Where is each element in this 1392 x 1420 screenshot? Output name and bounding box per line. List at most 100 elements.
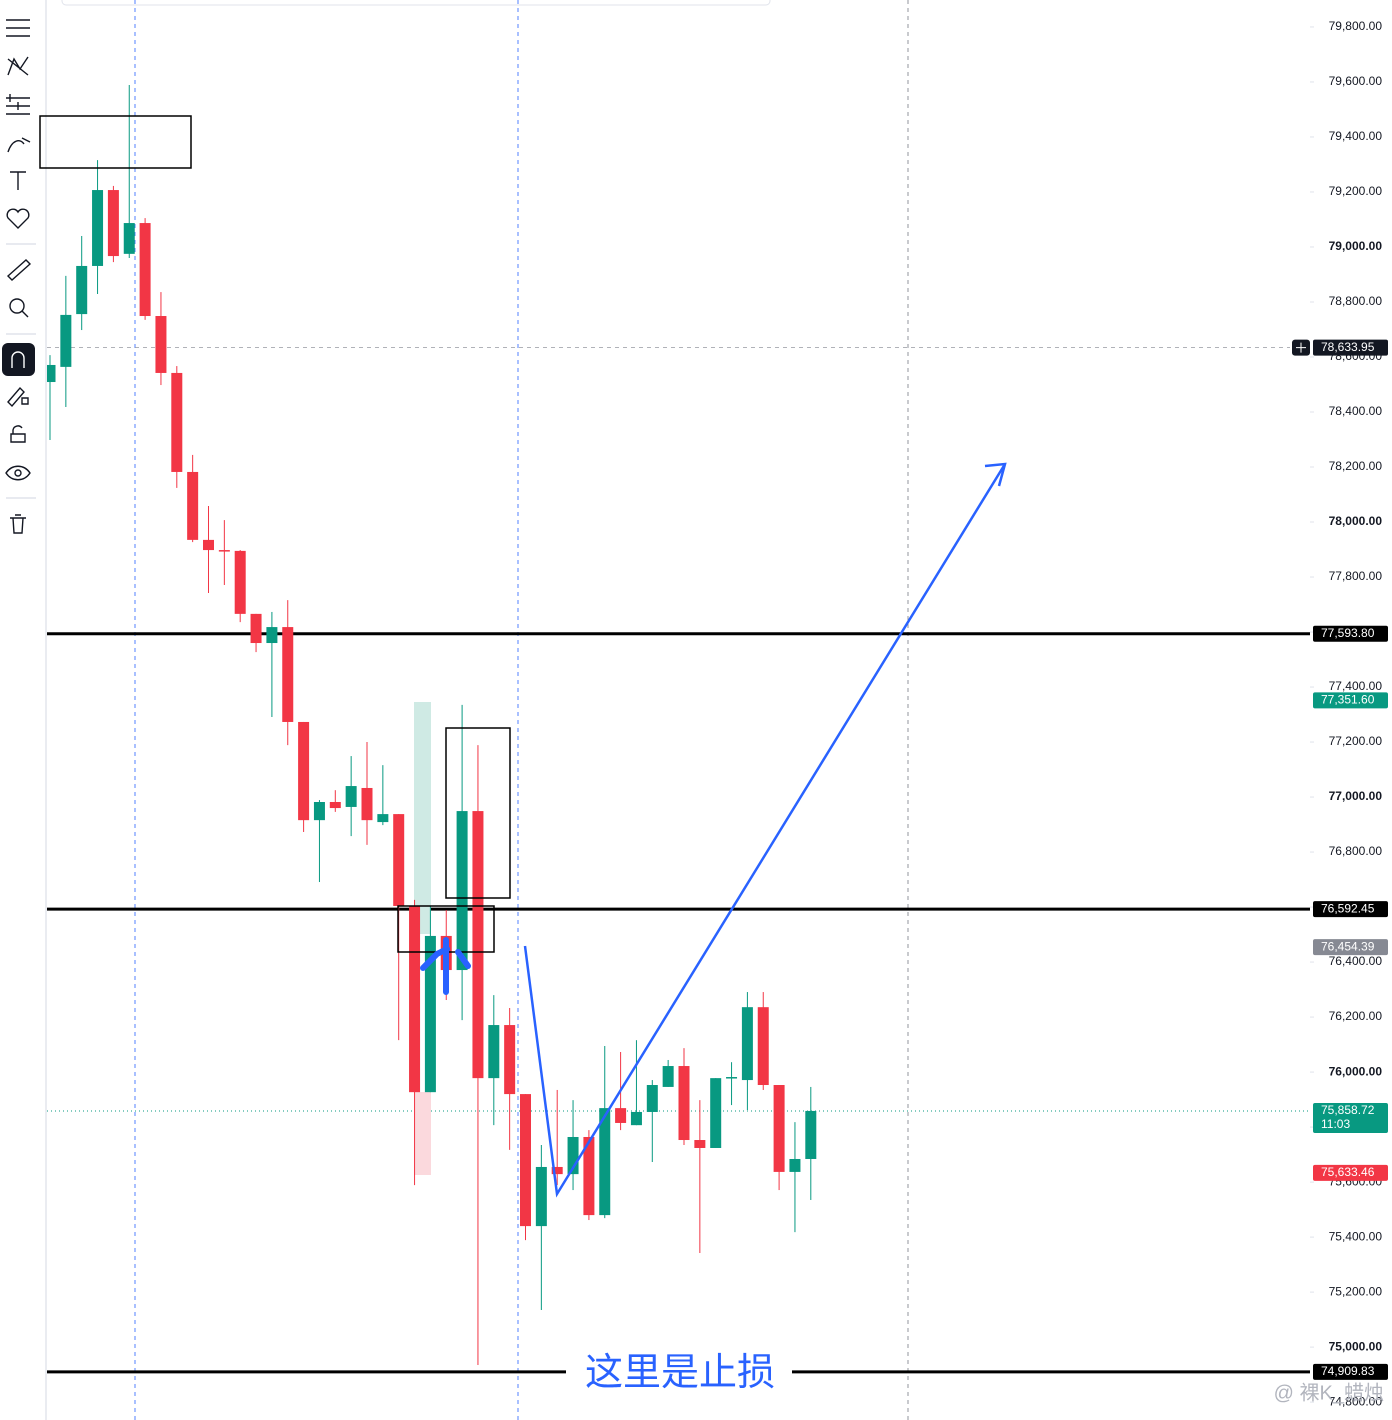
annotation-bg bbox=[566, 1350, 792, 1398]
y-tick-label: 76,000.00 bbox=[1329, 1064, 1383, 1078]
candle-body bbox=[773, 1085, 785, 1172]
price-label: 75,633.46 bbox=[1321, 1165, 1375, 1179]
y-tick-label: 78,800.00 bbox=[1329, 294, 1383, 308]
price-label-bg bbox=[1313, 692, 1388, 709]
y-tick-label: 79,600.00 bbox=[1329, 74, 1383, 88]
candle-body bbox=[203, 539, 214, 551]
y-tick-label: 77,800.00 bbox=[1329, 569, 1383, 583]
drawings bbox=[39, 115, 1007, 1198]
candle-body bbox=[741, 1007, 753, 1081]
candle-body bbox=[805, 1110, 817, 1159]
candle-body bbox=[535, 1166, 547, 1227]
candle-body bbox=[599, 1108, 611, 1216]
price-label-bg bbox=[1313, 939, 1388, 956]
candle-body bbox=[234, 550, 246, 614]
y-tick-label: 79,800.00 bbox=[1329, 19, 1383, 33]
price-label: 75,858.72 bbox=[1321, 1103, 1375, 1117]
tool-lock[interactable] bbox=[10, 425, 26, 443]
candle-body bbox=[630, 1111, 642, 1126]
tool-fib[interactable] bbox=[6, 94, 30, 115]
tool-pattern[interactable] bbox=[7, 56, 29, 76]
candle-body bbox=[726, 1077, 738, 1079]
candle-body bbox=[155, 316, 167, 373]
price-label-bg bbox=[1313, 339, 1388, 356]
candle-layer bbox=[47, 84, 817, 1365]
y-tick-label: 78,000.00 bbox=[1329, 514, 1383, 528]
candle-body bbox=[456, 811, 468, 971]
y-tick-label: 79,400.00 bbox=[1329, 129, 1383, 143]
candle-body bbox=[583, 1136, 595, 1216]
price-label-bg bbox=[1313, 1102, 1388, 1133]
price-label: 74,909.83 bbox=[1321, 1364, 1375, 1378]
top-panel bbox=[61, 0, 771, 6]
y-tick-label: 77,000.00 bbox=[1329, 789, 1383, 803]
candle-body bbox=[424, 935, 436, 1093]
y-tick-label: 77,200.00 bbox=[1329, 734, 1383, 748]
candle-body bbox=[504, 1025, 516, 1095]
tool-zoom[interactable] bbox=[9, 298, 25, 314]
y-tick-label: 76,200.00 bbox=[1329, 1009, 1383, 1023]
price-label-bg bbox=[1313, 1363, 1388, 1380]
candle-body bbox=[171, 372, 183, 472]
candle-body bbox=[710, 1078, 722, 1148]
y-tick-label: 78,200.00 bbox=[1329, 459, 1383, 473]
label-layer: 78,633.95 77,593.80 77,351.60 76,592.45 76,4… bbox=[1292, 339, 1388, 1380]
candle-body bbox=[298, 721, 310, 821]
candle-body bbox=[662, 1066, 674, 1087]
candle-body bbox=[60, 314, 72, 367]
countdown-label: 11:03 bbox=[1321, 1117, 1350, 1131]
candle-body bbox=[313, 801, 325, 821]
candle-body bbox=[187, 471, 199, 540]
y-tick-label: 79,000.00 bbox=[1329, 239, 1383, 253]
tool-favorite[interactable] bbox=[6, 208, 30, 229]
candle-body bbox=[266, 627, 278, 644]
y-tick-label: 74,800.00 bbox=[1329, 1394, 1383, 1408]
candle-body bbox=[250, 613, 262, 644]
price-label: 77,593.80 bbox=[1321, 626, 1375, 640]
candle-body bbox=[409, 905, 421, 1093]
candle-body bbox=[361, 787, 373, 821]
candle-body bbox=[567, 1136, 579, 1175]
y-tick-label: 75,000.00 bbox=[1329, 1339, 1383, 1353]
candle-body bbox=[488, 1025, 500, 1079]
price-label: 77,351.60 bbox=[1321, 693, 1375, 707]
candle-body bbox=[76, 265, 88, 315]
tool-brush[interactable] bbox=[7, 137, 31, 153]
candle-body bbox=[47, 364, 56, 383]
candle-body bbox=[139, 223, 151, 317]
candle-body bbox=[92, 190, 104, 266]
tool-lines[interactable] bbox=[6, 19, 30, 37]
candle-body bbox=[282, 627, 294, 722]
tool-magnet[interactable] bbox=[2, 343, 35, 376]
tool-ruler[interactable] bbox=[6, 259, 32, 281]
candle-body bbox=[646, 1085, 658, 1112]
annotation: 这里是止损 bbox=[585, 1352, 775, 1394]
tool-lock-draw[interactable] bbox=[7, 386, 29, 408]
candle-body bbox=[551, 1166, 563, 1175]
candle-body bbox=[678, 1066, 690, 1141]
position-tool bbox=[414, 702, 431, 1175]
tool-text[interactable] bbox=[10, 171, 26, 190]
candle-body bbox=[329, 801, 341, 809]
price-label-bg bbox=[1313, 901, 1388, 918]
tool-delete[interactable] bbox=[10, 514, 26, 534]
y-tick-label: 76,800.00 bbox=[1329, 844, 1383, 858]
candle-body bbox=[757, 1007, 769, 1086]
tool-visibility[interactable] bbox=[5, 465, 31, 481]
price-label-bg bbox=[1313, 1164, 1388, 1181]
watermark: @ 裸K_蜡烛 bbox=[1274, 1381, 1384, 1404]
y-tick-label: 79,200.00 bbox=[1329, 184, 1383, 198]
candle-body bbox=[107, 190, 119, 257]
y-tick-label: 75,200.00 bbox=[1329, 1284, 1383, 1298]
price-label-bg bbox=[1313, 625, 1388, 642]
candle-body bbox=[789, 1158, 801, 1172]
crosshair-plus-icon bbox=[1296, 342, 1306, 353]
price-label: 78,633.95 bbox=[1321, 340, 1375, 354]
candle-body bbox=[615, 1108, 627, 1123]
candle-body bbox=[123, 223, 135, 254]
candle-body bbox=[377, 814, 389, 823]
candle-body bbox=[218, 550, 230, 552]
y-tick-label: 75,400.00 bbox=[1329, 1229, 1383, 1243]
